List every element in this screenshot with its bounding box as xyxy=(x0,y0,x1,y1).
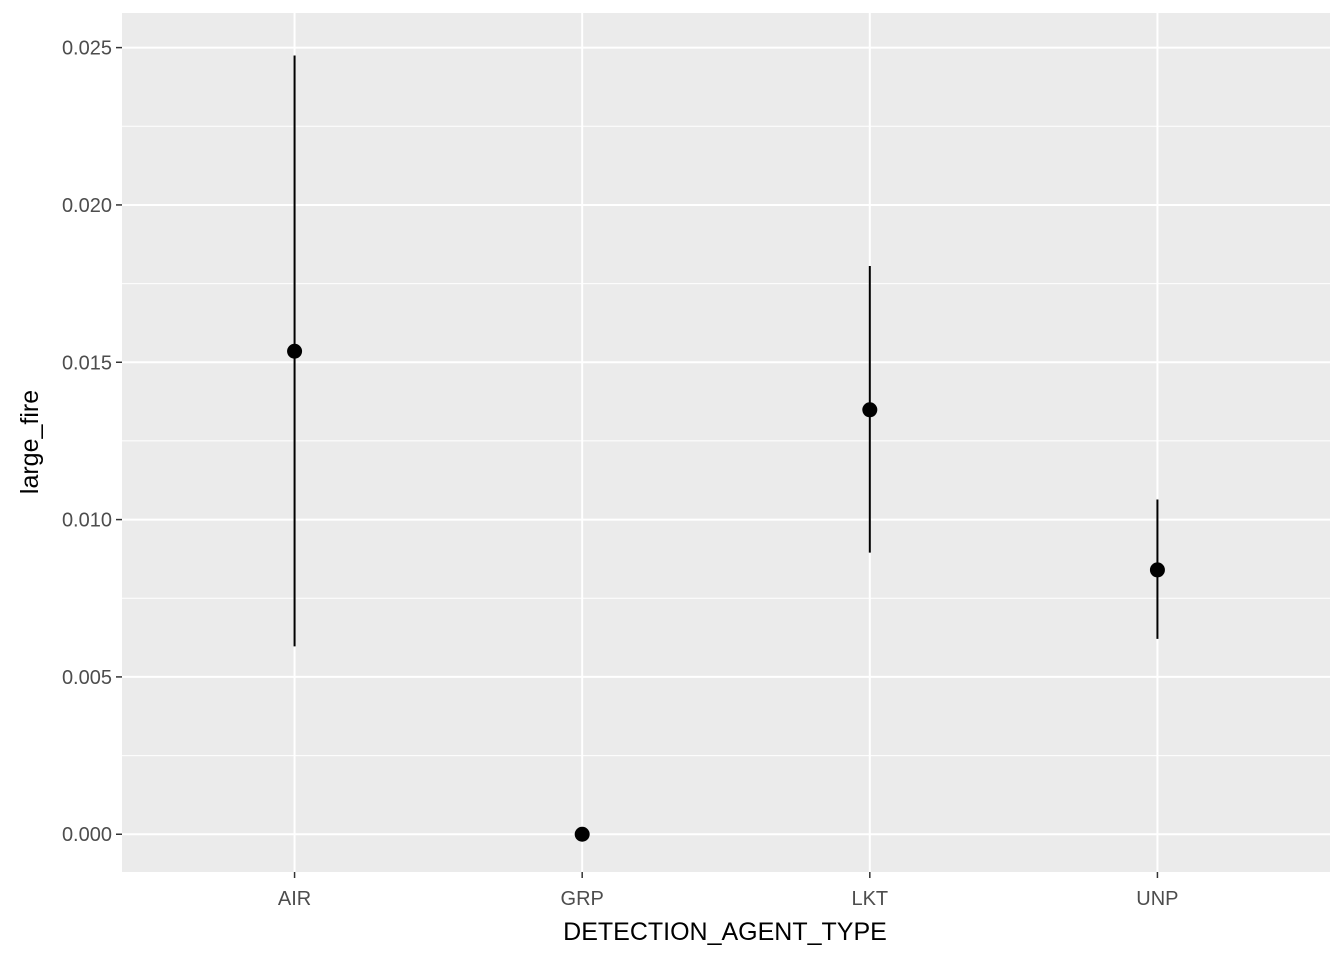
data-point-lkt xyxy=(862,402,878,418)
y-tick-label: 0.005 xyxy=(62,667,112,689)
y-axis-title: large_fire xyxy=(16,390,44,494)
x-tick-label: GRP xyxy=(561,888,604,910)
x-tick-label: UNP xyxy=(1136,888,1178,910)
plot-panel xyxy=(122,13,1330,872)
x-tick-label: AIR xyxy=(278,888,311,910)
data-point-grp xyxy=(574,826,590,842)
y-axis-ticks: 0.000 0.005 0.010 0.015 0.020 0.025 xyxy=(62,38,122,846)
minor-gridlines xyxy=(122,125,1330,757)
y-tick-label: 0.000 xyxy=(62,824,112,846)
data-point-air xyxy=(287,343,303,359)
y-tick-label: 0.025 xyxy=(62,38,112,60)
y-tick-label: 0.010 xyxy=(62,510,112,532)
y-tick-label: 0.020 xyxy=(62,195,112,217)
data-points xyxy=(287,343,1165,842)
x-axis-ticks: AIR GRP LKT UNP xyxy=(278,872,1179,910)
data-point-unp xyxy=(1149,562,1165,578)
y-tick-label: 0.015 xyxy=(62,352,112,374)
x-tick-label: LKT xyxy=(851,888,888,910)
x-axis-title: DETECTION_AGENT_TYPE xyxy=(563,918,887,946)
